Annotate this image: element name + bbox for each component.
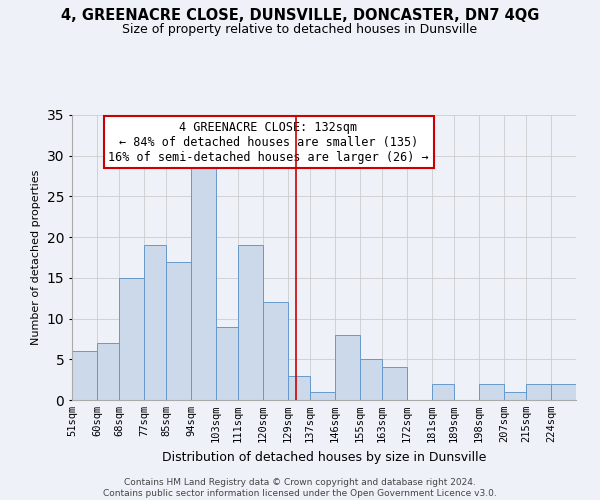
Bar: [119, 278, 144, 400]
Bar: [166, 262, 191, 400]
Bar: [288, 376, 310, 400]
Bar: [360, 360, 382, 400]
Bar: [238, 246, 263, 400]
Text: Size of property relative to detached houses in Dunsville: Size of property relative to detached ho…: [122, 22, 478, 36]
Bar: [310, 392, 335, 400]
Text: Contains HM Land Registry data © Crown copyright and database right 2024.
Contai: Contains HM Land Registry data © Crown c…: [103, 478, 497, 498]
Bar: [72, 351, 97, 400]
Bar: [504, 392, 526, 400]
Bar: [432, 384, 454, 400]
Text: 4 GREENACRE CLOSE: 132sqm
← 84% of detached houses are smaller (135)
16% of semi: 4 GREENACRE CLOSE: 132sqm ← 84% of detac…: [108, 120, 429, 164]
Bar: [97, 343, 119, 400]
Bar: [144, 246, 166, 400]
Y-axis label: Number of detached properties: Number of detached properties: [31, 170, 41, 345]
Bar: [216, 326, 238, 400]
Bar: [382, 368, 407, 400]
Bar: [335, 335, 360, 400]
Bar: [551, 384, 576, 400]
Text: 4, GREENACRE CLOSE, DUNSVILLE, DONCASTER, DN7 4QG: 4, GREENACRE CLOSE, DUNSVILLE, DONCASTER…: [61, 8, 539, 22]
Bar: [479, 384, 504, 400]
Bar: [263, 302, 288, 400]
X-axis label: Distribution of detached houses by size in Dunsville: Distribution of detached houses by size …: [162, 450, 486, 464]
Bar: [526, 384, 551, 400]
Bar: [191, 164, 216, 400]
